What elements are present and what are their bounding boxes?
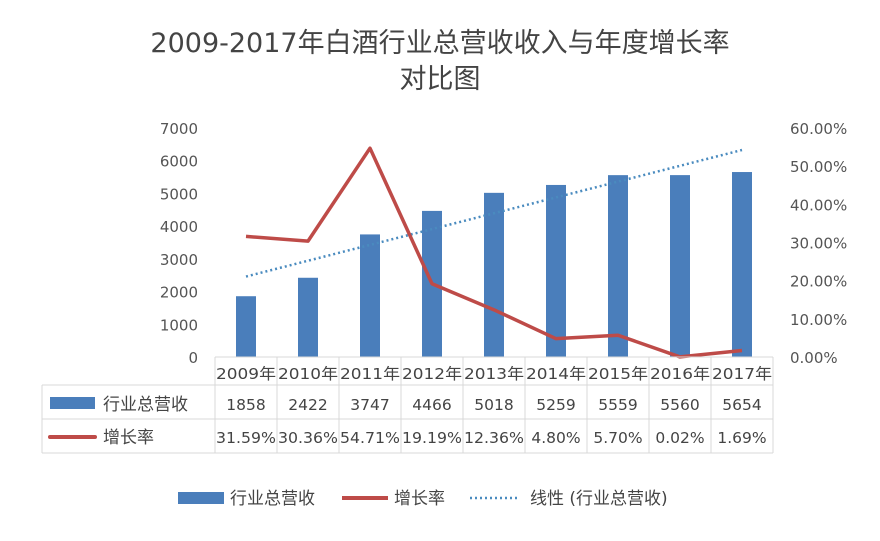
x-tick-label: 2014年 <box>526 365 586 383</box>
table-cell: 2422 <box>288 396 327 414</box>
bar <box>360 234 380 357</box>
y-tick-label: 2000 <box>160 284 198 302</box>
y2-tick-label: 0.00% <box>790 349 838 367</box>
table-cell: 5.70% <box>593 429 642 447</box>
table-cell: 30.36% <box>278 429 338 447</box>
table-cell: 0.02% <box>655 429 704 447</box>
table-row-label: 增长率 <box>103 428 154 448</box>
x-tick-label: 2009年 <box>216 365 276 383</box>
table-legend-bar-icon <box>50 397 95 409</box>
table-cell: 19.19% <box>402 429 462 447</box>
y2-tick-label: 50.00% <box>790 158 847 176</box>
y2-tick-label: 20.00% <box>790 273 847 291</box>
legend-label: 线性 (行业总营收) <box>530 489 668 509</box>
legend-label: 增长率 <box>394 489 445 509</box>
y-tick-label: 0 <box>188 349 198 367</box>
table-cell: 3747 <box>350 396 389 414</box>
legend-label: 行业总营收 <box>230 489 315 509</box>
x-tick-label: 2010年 <box>278 365 338 383</box>
bar <box>236 296 256 357</box>
trendline <box>245 148 743 278</box>
y-tick-label: 5000 <box>160 185 198 203</box>
y-tick-label: 7000 <box>160 120 198 138</box>
y2-tick-label: 10.00% <box>790 311 847 329</box>
table-cell: 5654 <box>722 396 761 414</box>
table-cell: 4466 <box>412 396 451 414</box>
table-row-label: 行业总营收 <box>103 395 188 415</box>
bar <box>298 277 318 357</box>
x-tick-label: 2015年 <box>588 365 648 383</box>
table-cell: 54.71% <box>340 429 400 447</box>
x-tick-label: 2017年 <box>712 365 772 383</box>
y-tick-label: 1000 <box>160 316 198 334</box>
chart-title: 2009-2017年白酒行业总营收收入与年度增长率 <box>150 28 729 59</box>
y-tick-label: 3000 <box>160 251 198 269</box>
table-cell: 4.80% <box>531 429 580 447</box>
legend-bar-icon <box>178 492 224 504</box>
y2-tick-label: 30.00% <box>790 235 847 253</box>
x-tick-label: 2011年 <box>340 365 400 383</box>
bar <box>484 192 504 357</box>
table-cell: 5560 <box>660 396 699 414</box>
y2-tick-label: 60.00% <box>790 120 847 138</box>
table-cell: 5559 <box>598 396 637 414</box>
bar <box>608 175 628 357</box>
x-tick-label: 2016年 <box>650 365 710 383</box>
bar <box>670 175 690 357</box>
table-cell: 1858 <box>226 396 265 414</box>
y-tick-label: 4000 <box>160 218 198 236</box>
bar <box>546 184 566 357</box>
x-tick-label: 2013年 <box>464 365 524 383</box>
table-cell: 1.69% <box>717 429 766 447</box>
table-cell: 12.36% <box>464 429 524 447</box>
x-tick-label: 2012年 <box>402 365 462 383</box>
chart-title-line2: 对比图 <box>400 64 481 95</box>
table-cell: 31.59% <box>216 429 276 447</box>
table-cell: 5259 <box>536 396 575 414</box>
growth-line <box>245 146 743 359</box>
bar <box>732 172 752 357</box>
y-tick-label: 6000 <box>160 153 198 171</box>
table-cell: 5018 <box>474 396 513 414</box>
y2-tick-label: 40.00% <box>790 196 847 214</box>
